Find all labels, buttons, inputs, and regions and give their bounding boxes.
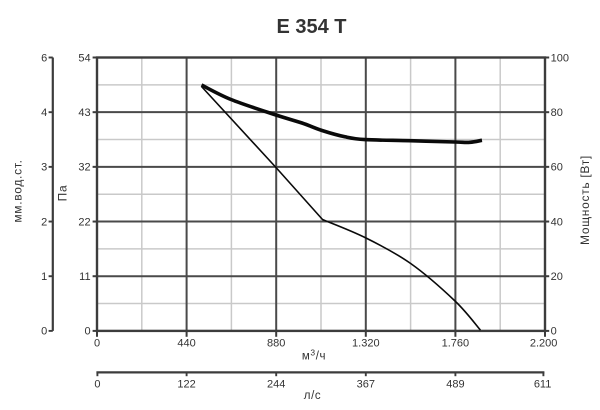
svg-text:1: 1 [41,271,47,283]
svg-text:880: 880 [267,337,285,349]
svg-text:0: 0 [41,326,47,338]
svg-text:м3/ч: м3/ч [302,347,326,362]
svg-text:0: 0 [94,378,100,390]
svg-text:1.760: 1.760 [442,337,470,349]
svg-text:Па: Па [55,185,69,202]
svg-text:440: 440 [177,337,195,349]
svg-text:11: 11 [79,271,90,283]
svg-text:122: 122 [177,378,195,390]
svg-text:244: 244 [267,378,285,390]
svg-text:43: 43 [78,107,90,119]
svg-text:22: 22 [78,216,90,228]
svg-text:367: 367 [357,378,375,390]
svg-text:мм.вод.ст.: мм.вод.ст. [10,159,24,222]
svg-text:1.320: 1.320 [352,337,380,349]
svg-text:0: 0 [84,326,90,338]
svg-text:54: 54 [78,52,90,64]
svg-text:611: 611 [534,378,552,390]
svg-text:3: 3 [41,162,47,174]
svg-text:40: 40 [551,216,563,228]
svg-text:2.200: 2.200 [530,337,558,349]
svg-text:Мощность [Вт]: Мощность [Вт] [578,155,592,245]
svg-text:6: 6 [41,52,47,64]
svg-text:2: 2 [41,216,47,228]
svg-text:20: 20 [551,271,563,283]
svg-text:0: 0 [94,337,100,349]
svg-text:E 354 T: E 354 T [276,16,346,38]
svg-text:489: 489 [446,378,464,390]
svg-text:80: 80 [551,107,563,119]
svg-text:100: 100 [551,52,569,64]
svg-text:4: 4 [41,107,47,119]
svg-text:32: 32 [78,162,90,174]
svg-text:л/с: л/с [304,390,321,402]
svg-text:0: 0 [551,326,557,338]
svg-text:60: 60 [551,162,563,174]
